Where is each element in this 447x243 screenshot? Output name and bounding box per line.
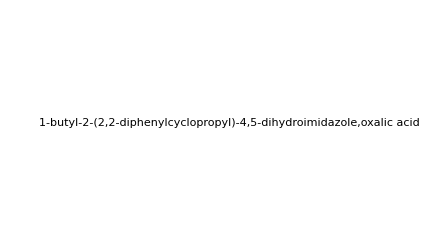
Text: 1-butyl-2-(2,2-diphenylcyclopropyl)-4,5-dihydroimidazole,oxalic acid: 1-butyl-2-(2,2-diphenylcyclopropyl)-4,5-… [39,118,419,128]
